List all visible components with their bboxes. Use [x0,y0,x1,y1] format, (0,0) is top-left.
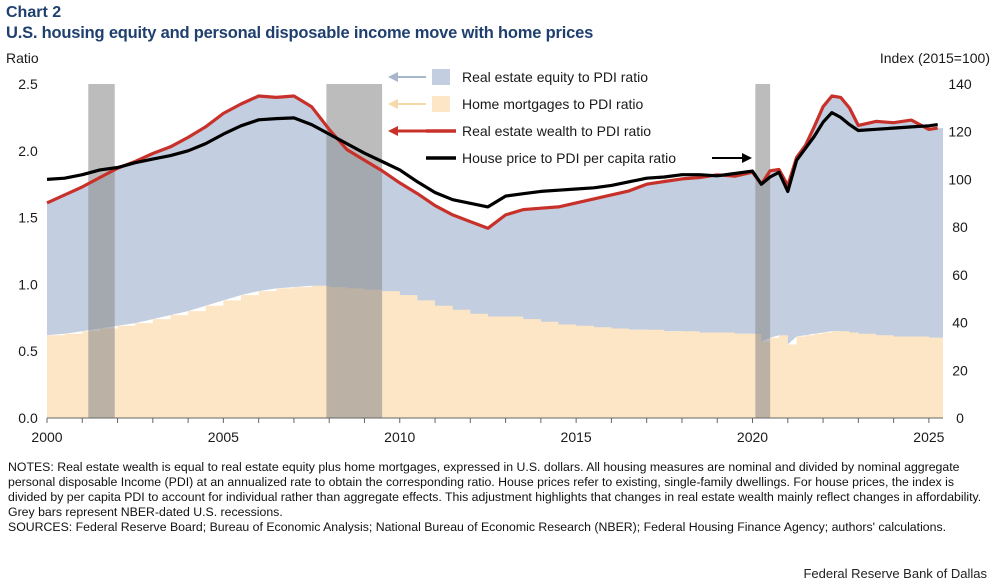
source-credit: Federal Reserve Bank of Dallas [803,566,987,581]
chart-notes: NOTES: Real estate wealth is equal to re… [8,460,990,535]
left-tick-label: 0.0 [18,410,38,426]
area-home-mortgages-to-pdi-ratio [47,285,943,418]
legend-arrow-head [388,126,398,136]
legend-label: Real estate wealth to PDI ratio [462,123,651,139]
left-tick-label: 2.5 [18,76,38,92]
chart-title: U.S. housing equity and personal disposa… [6,24,594,42]
x-axis-ticks: 2000 2005 2010 2015 2020 2025 [31,418,945,445]
legend-swatch [432,96,450,112]
area-real-estate-equity-to-pdi-ratio [47,96,943,345]
legend-item-home-mortgages-to-pdi-ratio: Home mortgages to PDI ratio [388,96,644,112]
legend-swatch [432,69,450,85]
left-tick-label: 1.0 [18,276,38,292]
right-axis-label: Index (2015=100) [880,50,990,66]
right-tick-label: 40 [952,315,968,331]
right-tick-label: 0 [956,410,964,426]
legend-label: House price to PDI per capita ratio [462,150,676,166]
legend-arrow-head [742,153,752,163]
right-tick-label: 20 [952,362,968,378]
recession-bar [755,84,771,418]
x-tick-label: 2015 [561,429,592,445]
sources-text: SOURCES: Federal Reserve Board; Bureau o… [8,520,947,534]
left-tick-label: 2.0 [18,143,38,159]
stacked-areas [47,96,943,418]
legend-label: Real estate equity to PDI ratio [462,69,648,85]
notes-text: NOTES: Real estate wealth is equal to re… [8,460,982,519]
left-axis-label: Ratio [6,50,39,66]
left-tick-label: 1.5 [18,210,38,226]
chart: Ratio Index (2015=100) 0.0 0.5 1.0 1.5 2.0 2.… [6,50,990,445]
x-tick-label: 2010 [384,429,415,445]
legend: Real estate equity to PDI ratio Home mort… [388,69,752,166]
axes: Ratio Index (2015=100) 0.0 0.5 1.0 1.5 2.0 2.… [6,50,990,445]
legend-item-real-estate-wealth-to-pdi-ratio: Real estate wealth to PDI ratio [388,123,651,139]
line-real-estate-wealth-to-pdi-ratio [46,94,938,230]
line-house-price-to-pdi-per-capita-ratio [46,111,938,209]
x-tick-label: 2020 [737,429,768,445]
right-tick-label: 60 [952,267,968,283]
legend-arrow-head [388,99,398,109]
x-tick-label: 2005 [208,429,239,445]
recession-bars [88,84,771,418]
recession-bar [88,84,115,418]
right-tick-label: 80 [952,219,968,235]
x-tick-label: 2025 [913,429,944,445]
left-axis-ticks: 0.0 0.5 1.0 1.5 2.0 2.5 [18,76,38,426]
legend-item-real-estate-equity-to-pdi-ratio: Real estate equity to PDI ratio [388,69,648,85]
recession-bar [326,84,383,418]
legend-item-house-price-to-pdi-per-capita-ratio: House price to PDI per capita ratio [426,150,752,166]
legend-arrow-head [388,72,398,82]
right-axis-ticks: 0 20 40 60 80 100 120 140 [948,76,972,426]
right-tick-label: 140 [948,76,972,92]
left-tick-label: 0.5 [18,343,38,359]
right-tick-label: 120 [948,124,972,140]
right-tick-label: 100 [948,171,972,187]
legend-label: Home mortgages to PDI ratio [462,96,644,112]
series-lines [46,94,938,230]
chart-label: Chart 2 [6,4,62,21]
x-tick-label: 2000 [31,429,62,445]
